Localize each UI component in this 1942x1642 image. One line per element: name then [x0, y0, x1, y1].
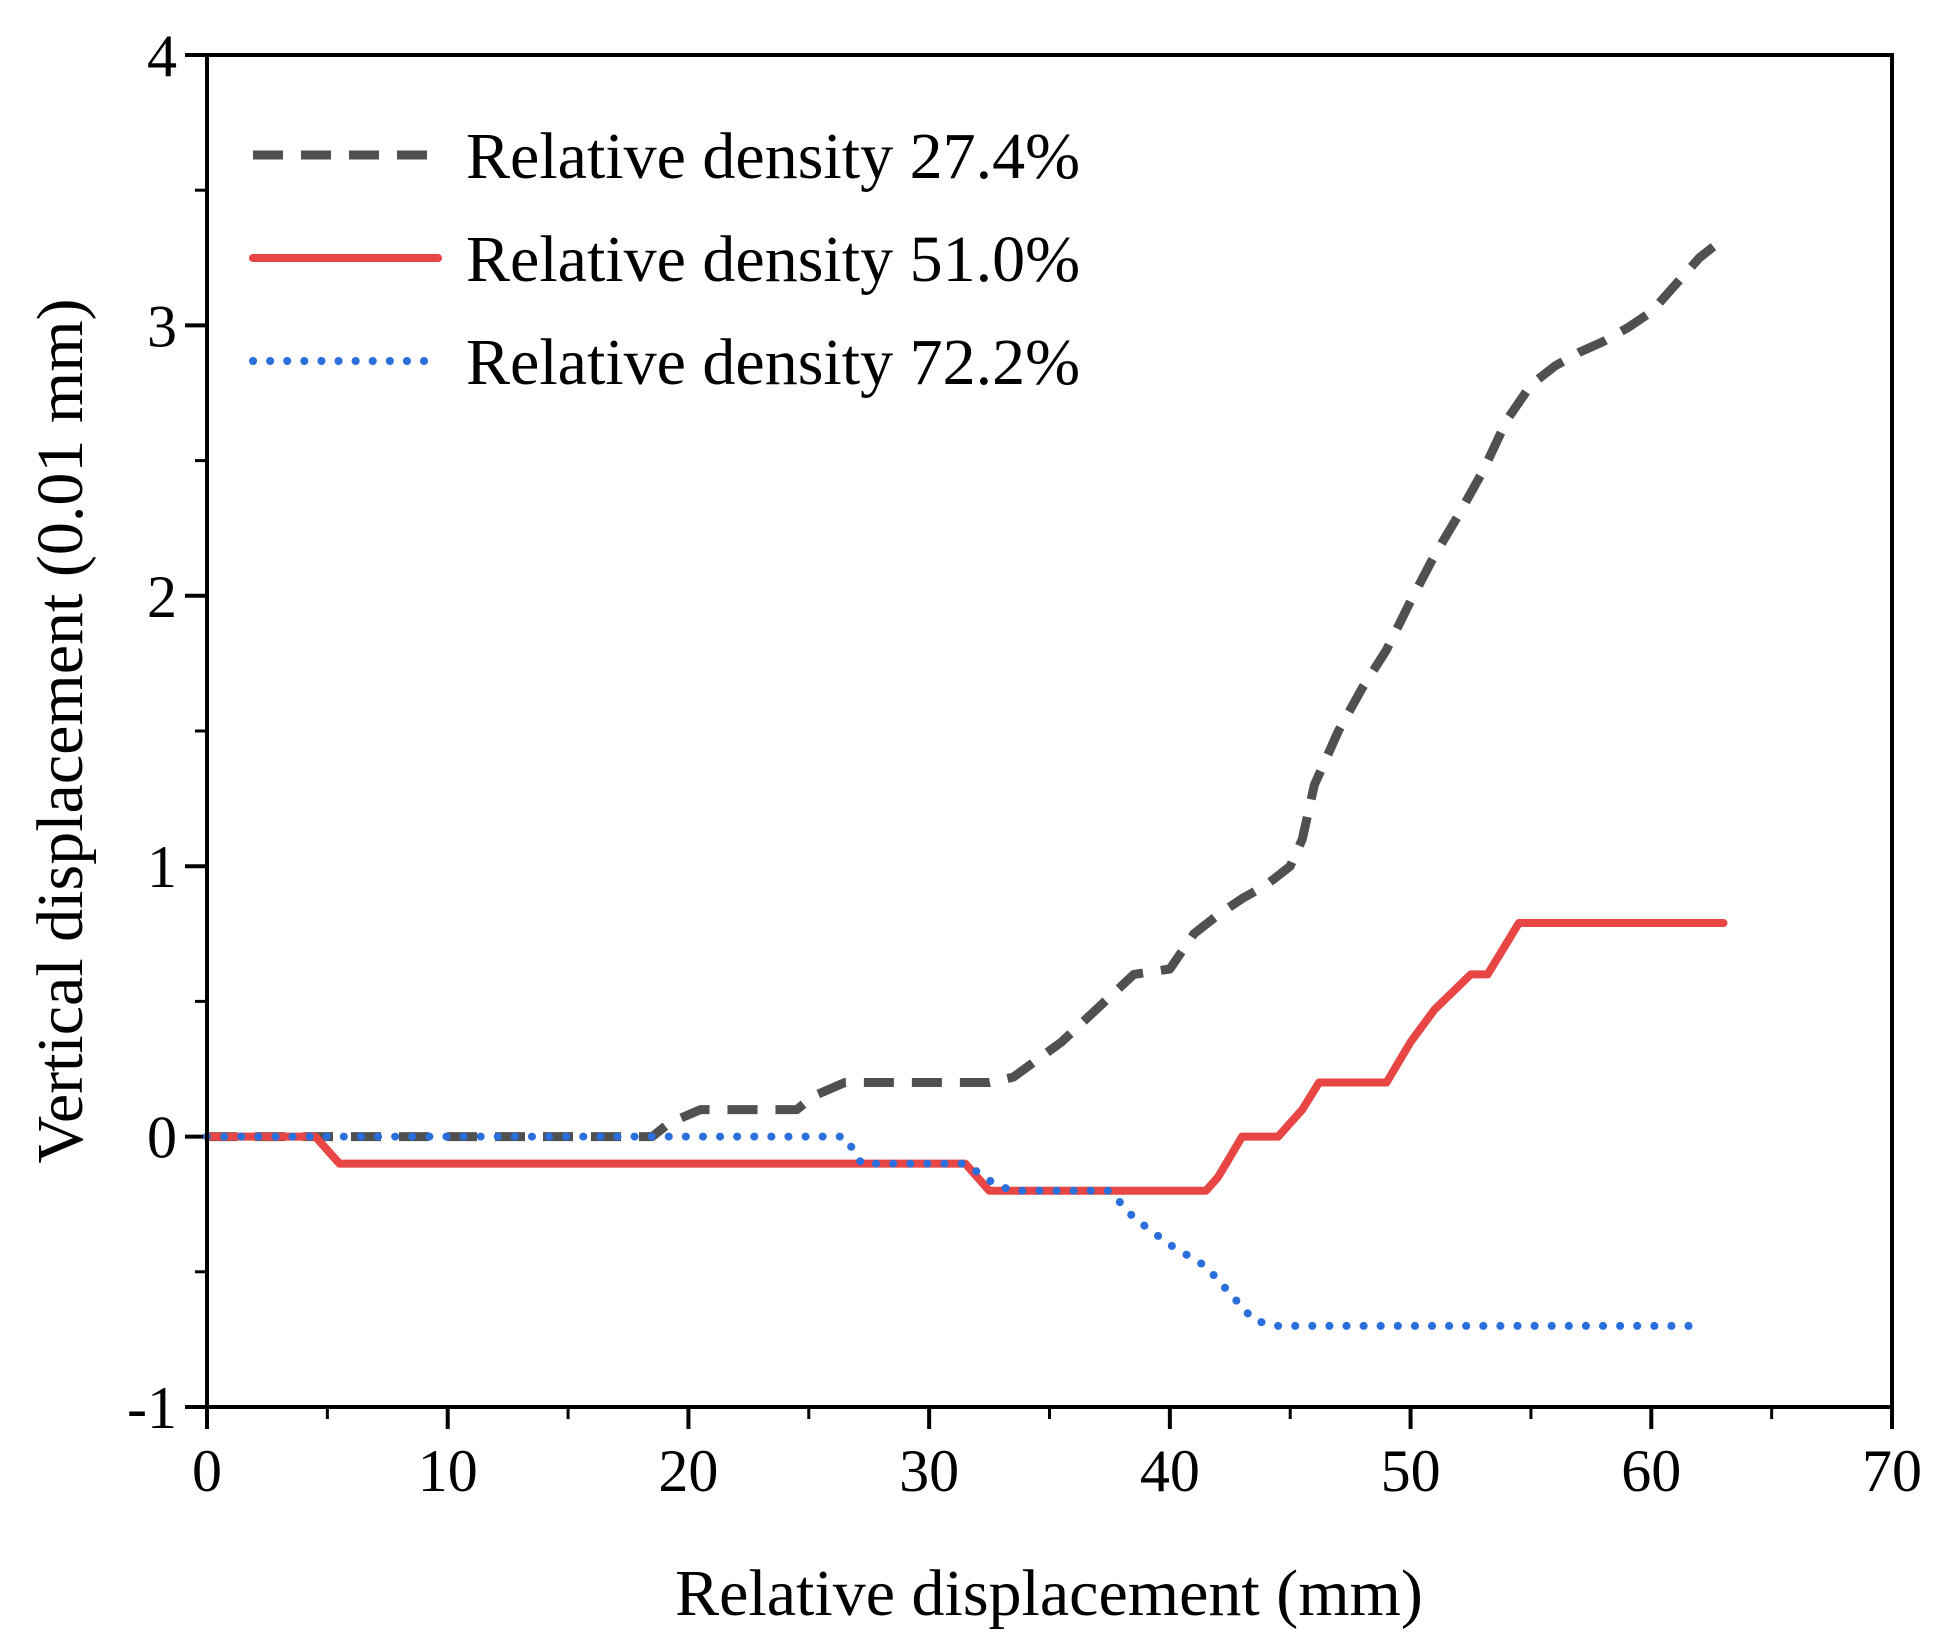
- x-tick-label: 60: [1621, 1438, 1681, 1504]
- series-line-3: [203, 1132, 1704, 1330]
- x-tick-label: 20: [658, 1438, 718, 1504]
- y-axis-title: Vertical displacement (0.01 mm): [24, 298, 97, 1163]
- legend-label-3: Relative density 72.2%: [466, 326, 1080, 399]
- x-axis-title: Relative displacement (mm): [675, 1557, 1423, 1630]
- x-tick-label: 30: [899, 1438, 959, 1504]
- y-tick-label: 3: [147, 293, 177, 359]
- y-tick-label: -1: [127, 1375, 177, 1441]
- legend-label-2: Relative density 51.0%: [466, 223, 1080, 296]
- series-line-1: [207, 240, 1720, 1142]
- legend-label-1: Relative density 27.4%: [466, 120, 1080, 193]
- x-tick-label: 0: [192, 1438, 222, 1504]
- y-tick-label: 2: [147, 564, 177, 630]
- x-tick-label: 40: [1140, 1438, 1200, 1504]
- y-tick-label: 1: [147, 834, 177, 900]
- x-tick-label: 10: [418, 1438, 478, 1504]
- x-tick-label: 50: [1381, 1438, 1441, 1504]
- plot-frame: [205, 53, 1894, 1409]
- legend: Relative density 27.4% Relative density 5…: [249, 120, 1080, 399]
- series-line-2: [203, 919, 1728, 1195]
- series-layer: [203, 240, 1728, 1330]
- y-tick-label: 0: [147, 1105, 177, 1171]
- y-tick-label: 4: [147, 23, 177, 89]
- x-tick-label: 70: [1862, 1438, 1922, 1504]
